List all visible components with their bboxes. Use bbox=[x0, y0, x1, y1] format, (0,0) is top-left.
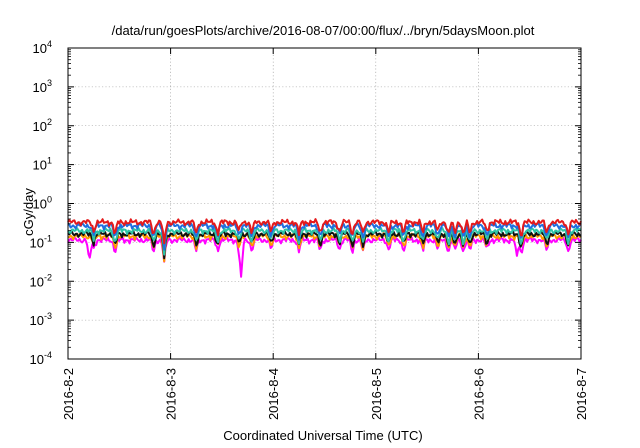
chart-title: /data/run/goesPlots/archive/2016-08-07/0… bbox=[112, 23, 535, 38]
y-tick-exponent: 3 bbox=[47, 78, 52, 88]
x-axis-label: Coordinated Universal Time (UTC) bbox=[223, 428, 422, 443]
y-tick-label: 10-3 bbox=[30, 311, 52, 328]
y-tick-exponent: -3 bbox=[44, 311, 52, 321]
x-tick-label: 2016-8-4 bbox=[266, 368, 281, 420]
y-tick-exponent: 1 bbox=[47, 156, 52, 166]
y-tick-label: 100 bbox=[33, 195, 52, 212]
x-tick-labels: 2016-8-2 2016-8-3 2016-8-4 2016-8-5 2016-8-6… bbox=[61, 368, 589, 420]
y-tick-base: 10 bbox=[33, 41, 47, 56]
y-tick-label: 10-4 bbox=[30, 350, 52, 367]
y-tick-base: 10 bbox=[30, 352, 44, 367]
y-tick-base: 10 bbox=[30, 235, 44, 250]
y-tick-exponent: 4 bbox=[47, 39, 52, 49]
series-layer bbox=[67, 218, 582, 278]
axis-ticks bbox=[67, 47, 582, 360]
y-tick-label: 10-2 bbox=[30, 272, 52, 289]
y-tick-exponent: -1 bbox=[44, 233, 52, 243]
y-tick-base: 10 bbox=[30, 313, 44, 328]
y-tick-exponent: -2 bbox=[44, 272, 52, 282]
x-tick-label: 2016-8-3 bbox=[164, 368, 179, 420]
y-tick-label: 104 bbox=[33, 39, 52, 56]
y-axis-label: cGy/day bbox=[21, 188, 36, 236]
y-tick-exponent: -4 bbox=[44, 350, 52, 360]
series-line bbox=[67, 235, 582, 278]
y-tick-base: 10 bbox=[33, 158, 47, 173]
y-tick-label: 10-1 bbox=[30, 233, 52, 250]
series-line bbox=[67, 229, 582, 260]
y-tick-exponent: 0 bbox=[47, 195, 52, 205]
y-tick-base: 10 bbox=[33, 197, 47, 212]
y-tick-base: 10 bbox=[30, 274, 44, 289]
x-tick-label: 2016-8-6 bbox=[471, 368, 486, 420]
y-tick-label: 101 bbox=[33, 156, 52, 173]
x-tick-label: 2016-8-5 bbox=[369, 368, 384, 420]
y-tick-label: 103 bbox=[33, 78, 52, 95]
y-tick-label: 102 bbox=[33, 117, 52, 134]
series-line bbox=[67, 218, 582, 245]
y-tick-exponent: 2 bbox=[47, 117, 52, 127]
y-tick-base: 10 bbox=[33, 119, 47, 134]
x-tick-label: 2016-8-2 bbox=[61, 368, 76, 420]
series-line bbox=[67, 231, 582, 263]
y-tick-base: 10 bbox=[33, 80, 47, 95]
x-tick-label: 2016-8-7 bbox=[574, 368, 589, 420]
grid-lines bbox=[68, 48, 581, 359]
series-line bbox=[67, 226, 582, 256]
